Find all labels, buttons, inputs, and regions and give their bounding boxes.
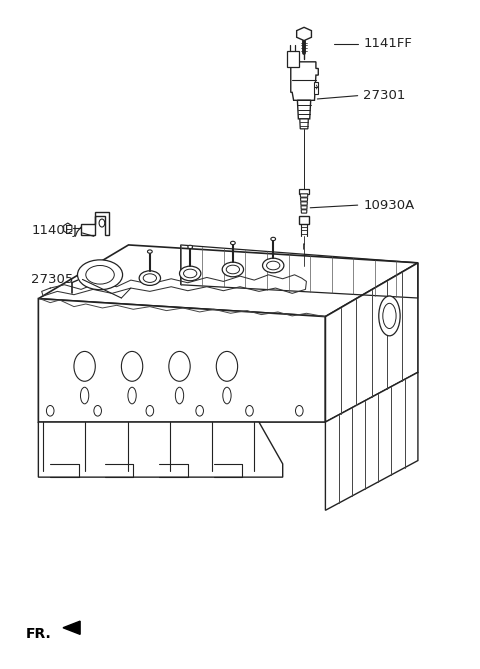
Polygon shape xyxy=(81,212,108,235)
Polygon shape xyxy=(38,245,418,316)
Polygon shape xyxy=(64,223,72,233)
Text: 10930A: 10930A xyxy=(363,199,415,211)
Polygon shape xyxy=(300,189,309,194)
Ellipse shape xyxy=(77,260,122,290)
Ellipse shape xyxy=(147,250,152,254)
Text: FR.: FR. xyxy=(25,628,51,642)
Polygon shape xyxy=(325,373,418,510)
Ellipse shape xyxy=(379,296,400,336)
Polygon shape xyxy=(300,198,308,201)
Text: 1141FF: 1141FF xyxy=(363,37,412,50)
Ellipse shape xyxy=(180,266,201,281)
Ellipse shape xyxy=(230,242,235,245)
Polygon shape xyxy=(301,210,307,213)
Polygon shape xyxy=(291,62,318,100)
Polygon shape xyxy=(299,215,309,223)
Ellipse shape xyxy=(263,258,284,273)
Polygon shape xyxy=(301,206,307,209)
Text: 27305: 27305 xyxy=(31,273,73,286)
Polygon shape xyxy=(314,82,318,94)
Polygon shape xyxy=(298,100,311,119)
Polygon shape xyxy=(325,263,418,422)
Polygon shape xyxy=(288,51,300,67)
Ellipse shape xyxy=(188,246,192,249)
Polygon shape xyxy=(63,621,80,634)
Polygon shape xyxy=(301,202,307,205)
Ellipse shape xyxy=(271,237,276,241)
Ellipse shape xyxy=(139,271,160,286)
Polygon shape xyxy=(38,298,325,422)
Polygon shape xyxy=(38,422,283,477)
Polygon shape xyxy=(300,194,308,197)
Text: 27301: 27301 xyxy=(363,89,406,102)
Polygon shape xyxy=(297,27,312,41)
Polygon shape xyxy=(300,119,308,129)
Text: 1140EJ: 1140EJ xyxy=(31,224,77,237)
Ellipse shape xyxy=(222,262,243,277)
